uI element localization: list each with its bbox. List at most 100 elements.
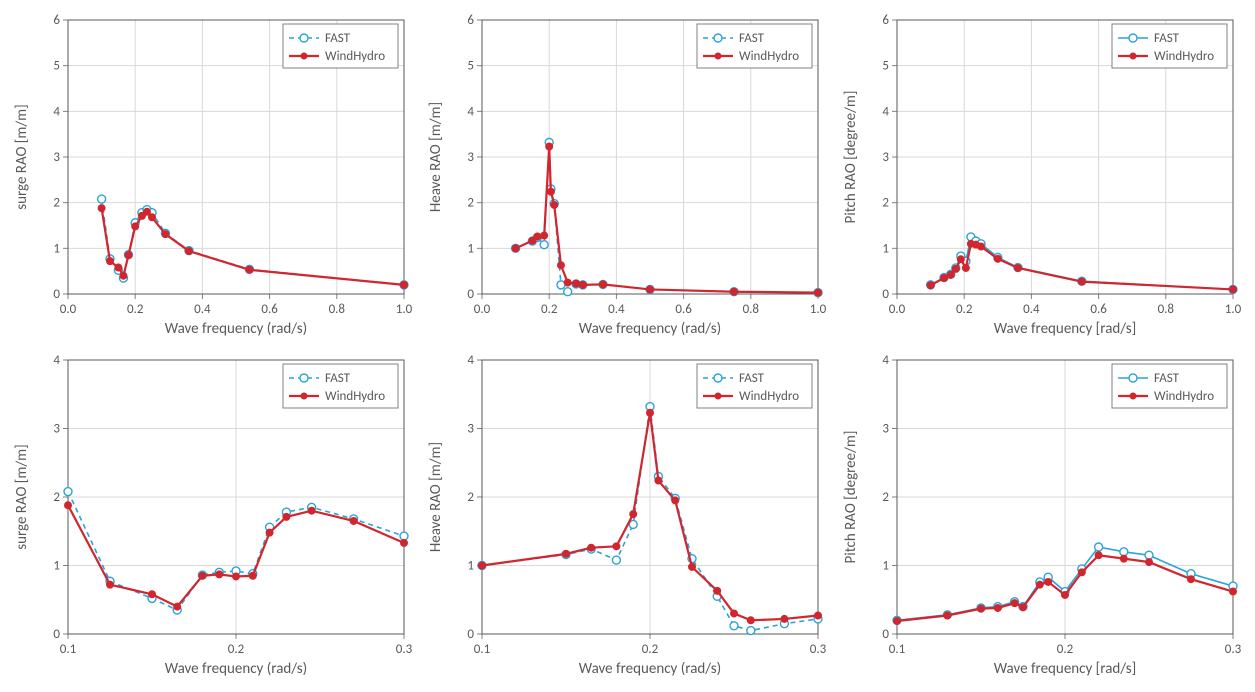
svg-text:0: 0 xyxy=(882,287,889,302)
svg-text:3: 3 xyxy=(882,150,889,165)
svg-text:0.8: 0.8 xyxy=(743,302,760,317)
legend: FAST WindHydro xyxy=(697,364,812,408)
svg-text:0.4: 0.4 xyxy=(194,302,211,317)
svg-text:0.2: 0.2 xyxy=(127,302,144,317)
svg-text:0.3: 0.3 xyxy=(396,642,413,657)
y-axis-label: Pitch RAO [degree/m] xyxy=(842,431,860,564)
svg-text:2: 2 xyxy=(53,490,60,505)
y-axis-label: Heave RAO [m/m] xyxy=(427,102,445,212)
svg-text:1.0: 1.0 xyxy=(810,302,827,317)
panel-surge-full: 0 1 2 3 4 5 6 0.0 0.2 0.4 0.6 0.8 1.0 Wave frequency … xyxy=(10,10,416,342)
legend: FASTWindHydro xyxy=(1112,24,1227,68)
chart-surge-zoom: 0 1 2 3 4 0.1 0.2 0.3 Wave frequency (rad/s) surg… xyxy=(10,350,416,682)
y-axis-label: Heave RAO [m/m] xyxy=(427,442,445,552)
svg-text:2: 2 xyxy=(468,196,475,211)
legend-label-windhydro: WindHydro xyxy=(1154,389,1214,404)
svg-text:3: 3 xyxy=(468,150,475,165)
svg-text:5: 5 xyxy=(882,59,889,74)
svg-text:0.8: 0.8 xyxy=(329,302,346,317)
panel-surge-zoom: 0 1 2 3 4 0.1 0.2 0.3 Wave frequency (rad/s) surg… xyxy=(10,350,416,682)
svg-text:1: 1 xyxy=(468,559,475,574)
panel-pitch-full: 01234560.00.20.40.60.81.0Wave frequency … xyxy=(839,10,1245,342)
svg-text:0: 0 xyxy=(53,287,60,302)
svg-text:0.1: 0.1 xyxy=(888,642,904,657)
legend-label-windhydro: WindHydro xyxy=(739,389,799,404)
svg-text:4: 4 xyxy=(468,353,475,368)
legend: FAST WindHydro xyxy=(697,24,812,68)
svg-text:4: 4 xyxy=(882,353,889,368)
svg-text:0.4: 0.4 xyxy=(1023,302,1040,317)
svg-text:3: 3 xyxy=(53,422,60,437)
svg-text:0.6: 0.6 xyxy=(261,302,278,317)
svg-text:0: 0 xyxy=(468,627,475,642)
svg-text:0.4: 0.4 xyxy=(608,302,625,317)
svg-text:6: 6 xyxy=(468,13,475,28)
x-axis-label: Wave frequency [rad/s] xyxy=(993,660,1136,678)
svg-text:4: 4 xyxy=(53,104,60,119)
svg-text:0.0: 0.0 xyxy=(888,302,905,317)
svg-text:0: 0 xyxy=(468,287,475,302)
legend: FAST WindHydro xyxy=(283,364,398,408)
svg-text:2: 2 xyxy=(882,196,889,211)
svg-text:0.0: 0.0 xyxy=(60,302,77,317)
svg-text:4: 4 xyxy=(882,104,889,119)
panel-heave-zoom: 0 1 2 3 4 0.1 0.2 0.3 Wave frequency (rad/s) Heav… xyxy=(424,350,830,682)
legend: FAST WindHydro xyxy=(283,24,398,68)
panel-heave-full: 01234560.00.20.40.60.81.0Wave frequency … xyxy=(424,10,830,342)
panel-pitch-zoom: 0 1 2 3 4 0.1 0.2 0.3 Wave frequency [rad/s] Pitc… xyxy=(839,350,1245,682)
svg-text:0.8: 0.8 xyxy=(1157,302,1174,317)
svg-text:6: 6 xyxy=(882,13,889,28)
svg-text:3: 3 xyxy=(882,422,889,437)
legend-label-fast: FAST xyxy=(739,371,765,386)
svg-text:1: 1 xyxy=(53,241,60,256)
svg-text:2: 2 xyxy=(53,196,60,211)
x-axis-label: Wave frequency (rad/s) xyxy=(579,660,721,678)
legend-label-fast: FAST xyxy=(325,31,351,46)
svg-text:5: 5 xyxy=(53,59,60,74)
chart-heave-zoom: 0 1 2 3 4 0.1 0.2 0.3 Wave frequency (rad/s) Heav… xyxy=(424,350,830,682)
x-axis-label: Wave frequency [rad/s] xyxy=(993,320,1136,338)
svg-text:1: 1 xyxy=(53,559,60,574)
svg-text:5: 5 xyxy=(468,59,475,74)
svg-text:3: 3 xyxy=(53,150,60,165)
svg-text:3: 3 xyxy=(468,422,475,437)
svg-text:0.6: 0.6 xyxy=(1090,302,1107,317)
chart-surge-full: 0 1 2 3 4 5 6 0.0 0.2 0.4 0.6 0.8 1.0 Wave frequency … xyxy=(10,10,416,342)
svg-text:4: 4 xyxy=(53,353,60,368)
legend-label-fast: FAST xyxy=(325,371,351,386)
svg-text:1: 1 xyxy=(882,559,889,574)
legend-label-windhydro: WindHydro xyxy=(325,49,385,64)
svg-text:1.0: 1.0 xyxy=(396,302,413,317)
svg-text:0.0: 0.0 xyxy=(474,302,491,317)
svg-text:1: 1 xyxy=(468,241,475,256)
svg-text:0.2: 0.2 xyxy=(642,642,659,657)
chart-pitch-full: 01234560.00.20.40.60.81.0Wave frequency … xyxy=(839,10,1245,342)
y-axis-label: surge RAO [m/m] xyxy=(13,444,31,550)
svg-text:1.0: 1.0 xyxy=(1224,302,1241,317)
legend-label-windhydro: WindHydro xyxy=(739,49,799,64)
chart-grid: 0 1 2 3 4 5 6 0.0 0.2 0.4 0.6 0.8 1.0 Wave frequency … xyxy=(10,10,1245,682)
legend-label-fast: FAST xyxy=(739,31,765,46)
svg-text:0: 0 xyxy=(882,627,889,642)
x-axis-label: Wave frequency (rad/s) xyxy=(165,320,307,338)
svg-text:0.1: 0.1 xyxy=(60,642,76,657)
svg-text:0.3: 0.3 xyxy=(1224,642,1241,657)
svg-text:2: 2 xyxy=(468,490,475,505)
svg-text:0.2: 0.2 xyxy=(1056,642,1073,657)
svg-text:0.6: 0.6 xyxy=(676,302,693,317)
y-axis-label: Pitch RAO [degree/m] xyxy=(842,91,860,224)
svg-text:4: 4 xyxy=(468,104,475,119)
svg-text:0.1: 0.1 xyxy=(474,642,490,657)
chart-heave-full: 01234560.00.20.40.60.81.0Wave frequency … xyxy=(424,10,830,342)
svg-text:0.3: 0.3 xyxy=(810,642,827,657)
svg-text:0: 0 xyxy=(53,627,60,642)
svg-text:2: 2 xyxy=(882,490,889,505)
legend: FAST WindHydro xyxy=(1112,364,1227,408)
svg-text:0.2: 0.2 xyxy=(228,642,245,657)
legend-label-fast: FAST xyxy=(1154,371,1180,386)
svg-text:1: 1 xyxy=(882,241,889,256)
legend-label-fast: FAST xyxy=(1154,31,1180,46)
x-axis-label: Wave frequency (rad/s) xyxy=(165,660,307,678)
svg-text:6: 6 xyxy=(53,13,60,28)
legend-label-windhydro: WindHydro xyxy=(325,389,385,404)
